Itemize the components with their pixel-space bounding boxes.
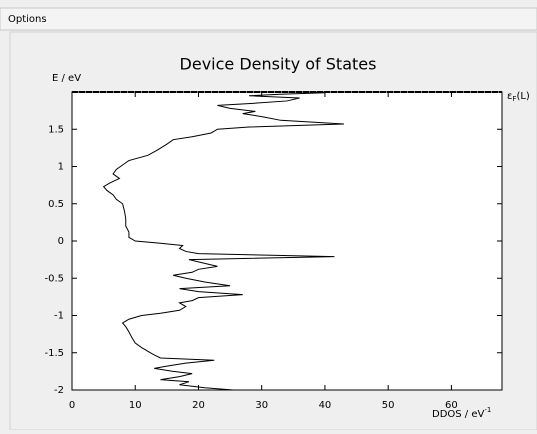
menu-bar — [0, 7, 537, 31]
y-tick-label: -2 — [54, 385, 64, 396]
x-tick-label: 60 — [445, 400, 458, 411]
annotation-sub: F — [512, 95, 516, 103]
annotation: εF(L) — [507, 91, 530, 103]
x-axis-label-sup: -1 — [484, 406, 491, 414]
y-tick-label: 1 — [58, 162, 64, 173]
x-tick-label: 20 — [192, 400, 205, 411]
x-tick-label: 50 — [382, 400, 395, 411]
chart-title: Device Density of States — [180, 55, 377, 74]
x-tick-label: 30 — [255, 400, 268, 411]
y-tick-label: -1.5 — [44, 348, 64, 359]
x-tick-label: 10 — [129, 400, 142, 411]
y-tick-label: 1.5 — [48, 124, 64, 135]
y-axis-label: E / eV — [52, 73, 81, 84]
x-axis-label-main: DDOS / eV — [432, 409, 484, 420]
x-tick-label: 40 — [319, 400, 332, 411]
menu-item[interactable]: Options — [8, 14, 47, 25]
y-tick-label: 0.5 — [48, 199, 64, 210]
y-tick-label: 0 — [58, 236, 64, 247]
ddos-line — [102, 92, 344, 391]
x-tick-label: 0 — [69, 400, 75, 411]
y-tick-label: -1 — [54, 311, 64, 322]
x-axis-label: DDOS / eV-1 — [432, 406, 491, 420]
annotation-symbol: ε — [507, 91, 512, 102]
plot-area — [71, 91, 503, 391]
annotation-suffix: (L) — [516, 91, 529, 102]
y-tick-label: -0.5 — [44, 273, 64, 284]
